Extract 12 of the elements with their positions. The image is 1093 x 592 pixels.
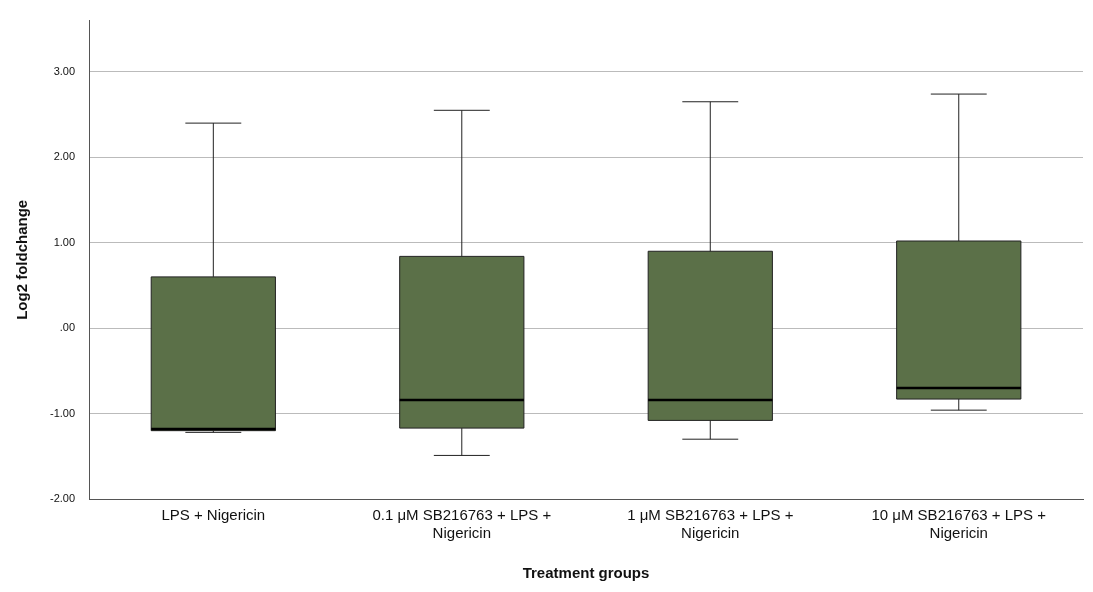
y-tick-label: 1.00: [53, 235, 76, 248]
x-tick-label: 1 μM SB216763 + LPS + Nigericin: [627, 506, 794, 542]
y-tick-label: -2.00: [49, 492, 76, 505]
x-axis-title: Treatment groups: [522, 564, 650, 582]
y-tick-label: -1.00: [49, 406, 76, 419]
x-tick-label: 10 μM SB216763 + LPS + Nigericin: [871, 506, 1047, 542]
x-tick-label: 0.1 μM SB216763 + LPS + Nigericin: [372, 506, 552, 542]
x-tick-label: LPS + Nigericin: [161, 506, 266, 524]
y-tick-label: 3.00: [53, 64, 76, 77]
y-tick-label: 2.00: [53, 150, 76, 163]
y-tick-label: .00: [59, 321, 76, 334]
y-axis-title: Log2 foldchange: [13, 199, 31, 320]
